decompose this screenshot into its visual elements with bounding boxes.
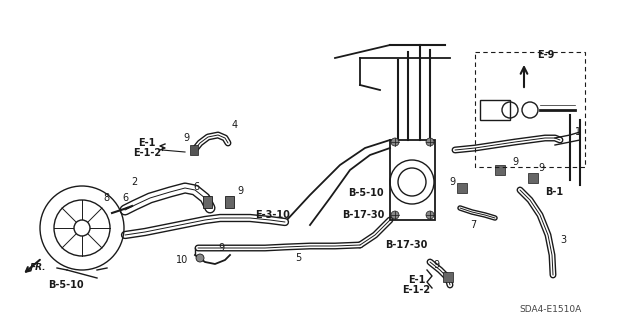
Text: 9: 9 — [512, 157, 518, 167]
Text: 1: 1 — [575, 127, 581, 137]
Text: 6: 6 — [122, 193, 128, 203]
Circle shape — [391, 138, 399, 146]
Text: E-1: E-1 — [408, 275, 426, 285]
Bar — [475, 52, 585, 167]
Text: B-5-10: B-5-10 — [348, 188, 383, 198]
Text: E-9: E-9 — [537, 50, 554, 60]
Text: B-17-30: B-17-30 — [342, 210, 385, 220]
Text: 5: 5 — [295, 253, 301, 263]
Text: 9: 9 — [184, 133, 190, 143]
Text: 3: 3 — [560, 235, 566, 245]
Text: FR.: FR. — [30, 263, 47, 271]
Text: B-1: B-1 — [545, 187, 563, 197]
Text: 9: 9 — [538, 163, 544, 173]
Text: E-1-2: E-1-2 — [402, 285, 430, 295]
Bar — [203, 196, 212, 208]
Text: 2: 2 — [131, 177, 137, 187]
Text: 6: 6 — [194, 182, 200, 192]
Circle shape — [426, 138, 434, 146]
Text: E-3-10: E-3-10 — [255, 210, 290, 220]
Bar — [495, 165, 505, 175]
Text: 9: 9 — [434, 260, 440, 270]
Circle shape — [426, 211, 434, 219]
Bar — [457, 183, 467, 193]
Text: SDA4-E1510A: SDA4-E1510A — [520, 306, 582, 315]
Text: 8: 8 — [104, 193, 110, 203]
Text: E-1: E-1 — [138, 138, 156, 148]
Text: 9: 9 — [449, 177, 455, 187]
Text: 9: 9 — [218, 243, 224, 253]
Text: 4: 4 — [232, 120, 238, 130]
Bar — [443, 272, 453, 282]
Bar — [390, 140, 435, 220]
Text: 7: 7 — [470, 220, 476, 230]
Bar — [225, 196, 234, 208]
Text: 9: 9 — [237, 186, 243, 196]
Text: B-17-30: B-17-30 — [385, 240, 428, 250]
Circle shape — [74, 220, 90, 236]
Circle shape — [391, 211, 399, 219]
Text: E-1-2: E-1-2 — [133, 148, 161, 158]
Bar — [190, 145, 198, 155]
Bar — [480, 100, 510, 120]
Circle shape — [196, 254, 204, 262]
Text: 10: 10 — [176, 255, 188, 265]
Text: B-5-10: B-5-10 — [48, 280, 84, 290]
Bar — [528, 173, 538, 183]
